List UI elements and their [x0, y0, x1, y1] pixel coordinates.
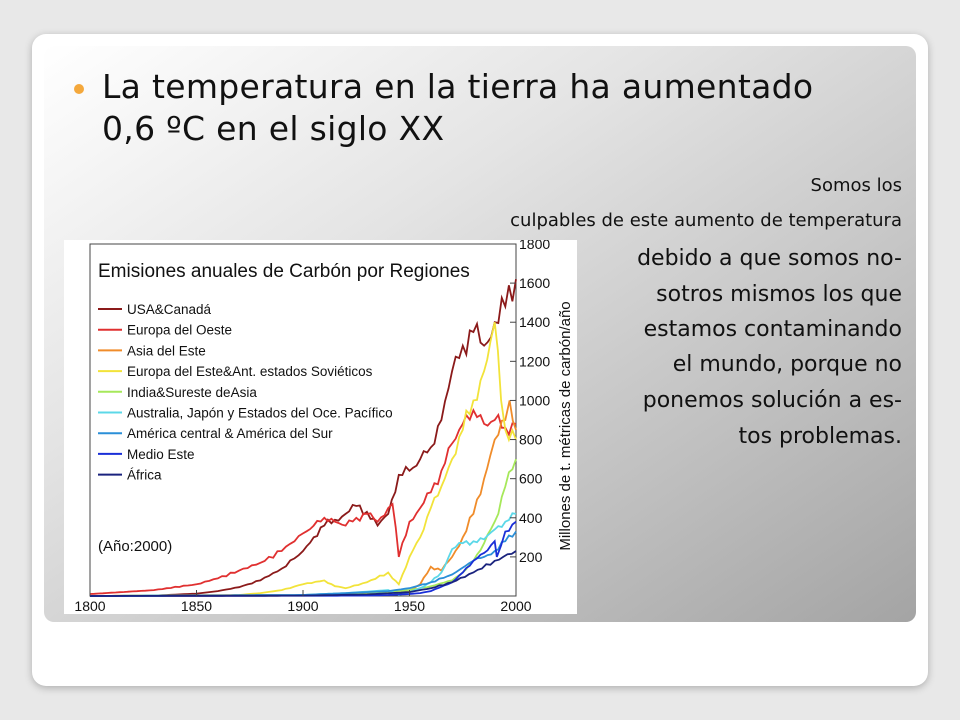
side-text-line-3: debido a que somos no-	[637, 246, 902, 271]
legend-label: América central & América del Sur	[127, 426, 333, 441]
legend-label: África	[127, 468, 162, 483]
legend-label: India&Sureste deAsia	[127, 385, 257, 400]
emissions-chart: 1800 1850 1900 1950 2000 200 400 600 800 1000 120…	[64, 240, 577, 614]
bullet-dot	[74, 84, 84, 94]
chart-title: Emisiones anuales de Carbón por Regiones	[98, 261, 470, 282]
side-text-line-1: Somos los	[810, 175, 902, 196]
y-tick-label: 1800	[519, 240, 550, 252]
y-tick-label: 1600	[519, 275, 550, 291]
legend-label: Europa del Oeste	[127, 323, 232, 338]
side-text-line-8: tos problemas.	[738, 424, 902, 449]
chart-title-bg	[92, 246, 512, 280]
side-text-line-7: ponemos solución a es-	[642, 388, 902, 413]
legend-label: Asia del Este	[127, 343, 206, 358]
x-tick-label: 1850	[181, 598, 212, 614]
side-text-line-5: estamos contaminando	[643, 317, 902, 342]
x-axis-ticks: 1800 1850 1900 1950 2000	[74, 590, 532, 614]
side-text-line-4: sotros mismos los que	[656, 282, 902, 307]
slide-title: La temperatura en la tierra ha aumentado…	[102, 66, 902, 150]
side-text-line-6: el mundo, porque no	[672, 352, 902, 377]
x-tick-label: 1900	[287, 598, 318, 614]
legend-label: Australia, Japón y Estados del Oce. Pací…	[127, 406, 393, 421]
y-axis-ticks: 200 400 600 800 1000 1200 1400 1600 1800	[510, 240, 550, 565]
x-tick-label: 1950	[394, 598, 425, 614]
y-tick-label: 400	[519, 510, 543, 526]
chart-legend: USA&Canadá Europa del Oeste Asia del Este E…	[98, 302, 393, 483]
side-text-line-2: culpables de este aumento de temperatura	[510, 210, 902, 231]
x-tick-label: 1800	[74, 598, 105, 614]
y-tick-label: 800	[519, 432, 543, 448]
y-tick-label: 1000	[519, 392, 550, 408]
y-tick-label: 600	[519, 471, 543, 487]
series-line	[89, 408, 517, 595]
title-line-1: La temperatura en la tierra ha aumentado	[102, 67, 814, 106]
chart-annotation: (Año:2000)	[98, 538, 172, 555]
y-tick-label: 200	[519, 549, 543, 565]
legend-label: USA&Canadá	[127, 302, 212, 317]
title-line-2: 0,6 ºC en el siglo XX	[102, 109, 445, 148]
legend-label: Medio Este	[127, 447, 195, 462]
y-tick-label: 1400	[519, 314, 550, 330]
plot-area	[89, 243, 517, 597]
y-axis-label: Millones de t. métricas de carbón/año	[557, 301, 574, 550]
x-tick-label: 2000	[500, 598, 531, 614]
chart-svg: 1800 1850 1900 1950 2000 200 400 600 800 1000 120…	[64, 240, 577, 614]
y-tick-label: 1200	[519, 353, 550, 369]
legend-label: Europa del Este&Ant. estados Soviéticos	[127, 364, 373, 379]
